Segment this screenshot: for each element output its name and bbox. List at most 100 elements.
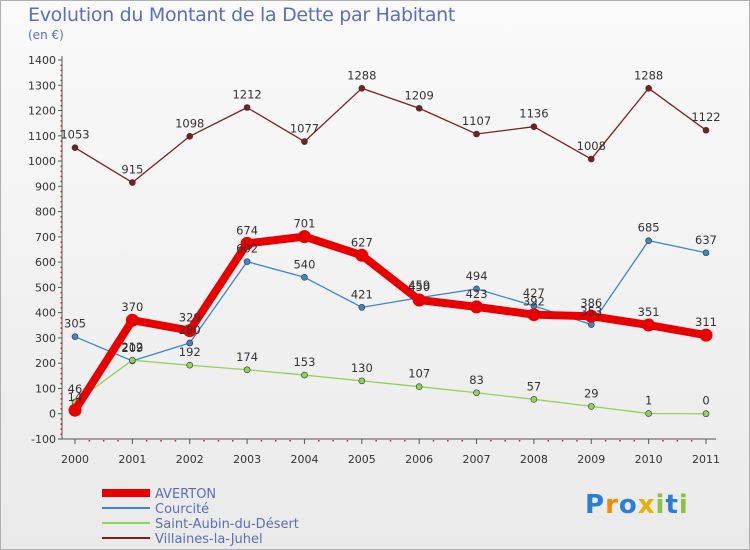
- x-minor-dot: [346, 440, 349, 442]
- data-label: 46: [68, 382, 83, 396]
- data-label: 392: [523, 295, 545, 309]
- y-minor-dot: [60, 180, 62, 183]
- x-tick-label: 2011: [692, 453, 720, 466]
- data-point: [527, 308, 541, 322]
- x-minor-dot: [561, 440, 564, 442]
- y-tick-label: -100: [31, 433, 56, 446]
- data-point: [243, 104, 251, 111]
- x-tick-label: 2008: [520, 453, 548, 466]
- data-label: 209: [121, 341, 143, 355]
- data-label: 494: [466, 269, 488, 283]
- proxiti-logo: Proxiti: [585, 490, 689, 520]
- data-label: 280: [179, 323, 201, 337]
- data-label: 1053: [60, 128, 89, 142]
- y-tick-label: 300: [35, 332, 56, 345]
- data-label: 212: [121, 340, 143, 354]
- data-label: 450: [408, 280, 430, 294]
- y-minor-dot: [60, 120, 62, 122]
- data-label: 353: [580, 305, 602, 319]
- data-label: 351: [638, 305, 660, 319]
- y-minor-dot: [60, 327, 62, 329]
- data-label: 674: [236, 223, 258, 237]
- data-label: 1: [645, 393, 652, 407]
- x-minor-dot: [174, 440, 177, 442]
- x-minor-dot: [275, 440, 277, 442]
- y-tick-label: 1300: [28, 79, 56, 92]
- y-tick-label: 500: [35, 281, 56, 294]
- data-label: 83: [469, 373, 484, 387]
- y-minor-dot: [60, 403, 62, 405]
- data-point: [243, 366, 251, 374]
- data-label: 370: [121, 300, 143, 314]
- data-point: [702, 410, 710, 418]
- data-label: 174: [236, 350, 258, 364]
- y-minor-dot: [60, 357, 62, 360]
- data-label: 423: [466, 287, 488, 301]
- series-line-2: [74, 359, 707, 415]
- y-tick-label: 800: [35, 206, 56, 219]
- y-minor-dot: [60, 94, 62, 97]
- data-label: 153: [293, 355, 315, 369]
- data-point: [587, 403, 595, 410]
- x-minor-dot: [576, 440, 578, 442]
- y-minor-dot: [60, 281, 62, 284]
- y-minor-dot: [60, 115, 62, 117]
- data-point: [702, 126, 710, 134]
- x-minor-dot: [619, 440, 621, 442]
- y-minor-dot: [60, 150, 62, 152]
- data-point: [129, 356, 136, 364]
- y-minor-dot: [60, 433, 62, 435]
- series-line-1: [74, 240, 707, 362]
- data-point: [68, 403, 82, 417]
- y-minor-dot: [60, 195, 62, 198]
- data-point: [530, 396, 538, 403]
- data-point: [645, 84, 652, 92]
- data-label: 427: [523, 286, 545, 300]
- x-minor-dot: [102, 440, 105, 442]
- data-label: 305: [64, 317, 86, 331]
- data-label: 701: [293, 217, 315, 231]
- data-label: 1136: [519, 107, 548, 121]
- x-tick-label: 2003: [233, 453, 261, 466]
- y-minor-dot: [60, 64, 62, 67]
- y-minor-dot: [60, 155, 62, 158]
- data-point: [186, 339, 194, 347]
- x-tick-label: 2007: [463, 453, 491, 466]
- data-point: [358, 377, 366, 385]
- x-minor-dot: [375, 440, 377, 442]
- data-label: 1288: [634, 68, 663, 82]
- x-minor-dot: [260, 440, 263, 442]
- x-minor-dot: [490, 440, 492, 442]
- y-minor-dot: [60, 276, 62, 279]
- data-label: 1098: [175, 116, 204, 130]
- x-minor-dot: [404, 440, 406, 442]
- data-point: [186, 133, 194, 140]
- data-label: 386: [580, 296, 602, 310]
- x-tick-label: 2010: [635, 453, 663, 466]
- data-label: 1122: [691, 110, 720, 124]
- x-minor-dot: [676, 440, 679, 442]
- y-minor-dot: [60, 251, 62, 254]
- chart-subtitle: (en €): [28, 28, 64, 42]
- y-minor-dot: [60, 428, 62, 430]
- data-label: 329: [179, 311, 201, 325]
- data-point: [240, 236, 254, 250]
- y-minor-dot: [60, 145, 62, 147]
- data-label: 637: [695, 233, 717, 247]
- y-minor-dot: [60, 216, 62, 218]
- y-tick-label: 200: [35, 357, 56, 370]
- x-minor-dot: [289, 440, 291, 442]
- data-label: 1077: [290, 122, 319, 136]
- y-minor-dot: [60, 307, 62, 309]
- y-minor-dot: [60, 175, 62, 178]
- y-minor-dot: [60, 377, 62, 380]
- x-minor-dot: [447, 440, 449, 442]
- y-minor-dot: [60, 297, 62, 299]
- y-minor-dot: [60, 246, 62, 248]
- data-point: [358, 304, 366, 311]
- data-label: 1212: [232, 88, 261, 102]
- legend-label: Villaines-la-Juhel: [155, 532, 263, 547]
- data-label: 1288: [347, 68, 376, 82]
- y-minor-dot: [60, 332, 62, 334]
- y-minor-dot: [60, 271, 62, 274]
